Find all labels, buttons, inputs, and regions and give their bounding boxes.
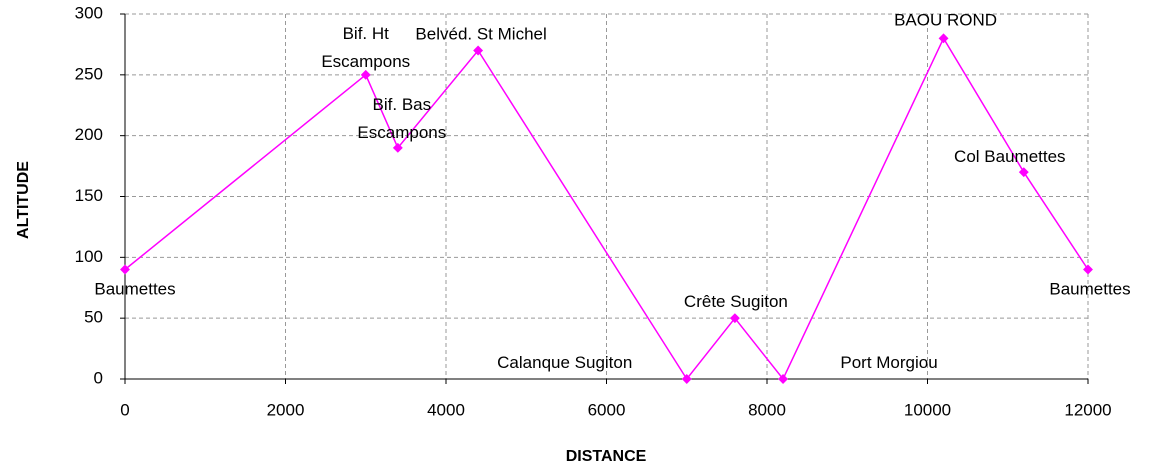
x-tick-label: 8000 [748,400,786,419]
x-tick-label: 2000 [267,400,305,419]
y-tick-label: 150 [75,186,103,205]
y-tick-label: 250 [75,64,103,83]
x-tick-label: 10000 [904,400,951,419]
point-label: Port Morgiou [840,353,937,372]
point-label: Baumettes [1049,280,1130,299]
y-tick-label: 300 [75,3,103,22]
point-label: Belvéd. St Michel [415,25,546,44]
data-point [938,33,949,44]
data-point [1018,167,1029,178]
y-tick-label: 200 [75,125,103,144]
x-axis-title: DISTANCE [566,448,647,465]
y-axis-title: ALTITUDE [15,161,32,239]
y-tick-label: 100 [75,247,103,266]
point-label: BAOU ROND [894,11,997,30]
data-point [778,374,788,384]
point-label: Calanque Sugiton [497,353,632,372]
y-tick-label: 50 [84,308,103,327]
point-label: Crête Sugiton [684,293,788,312]
x-tick-label: 4000 [427,400,465,419]
data-point [392,142,403,153]
y-tick-label: 0 [94,368,103,387]
data-line [124,36,1089,381]
point-label: Bif. Ht Escampons [321,24,410,71]
point-label: Baumettes [94,280,175,299]
data-point [1083,264,1093,275]
x-tick-label: 6000 [588,400,626,419]
point-label: Bif. Bas Escampons [357,95,446,142]
point-label: Col Baumettes [954,148,1066,167]
x-tick-label: 0 [120,400,129,419]
data-point [681,374,692,384]
data-point [729,313,740,324]
x-tick-label: 12000 [1064,400,1111,419]
